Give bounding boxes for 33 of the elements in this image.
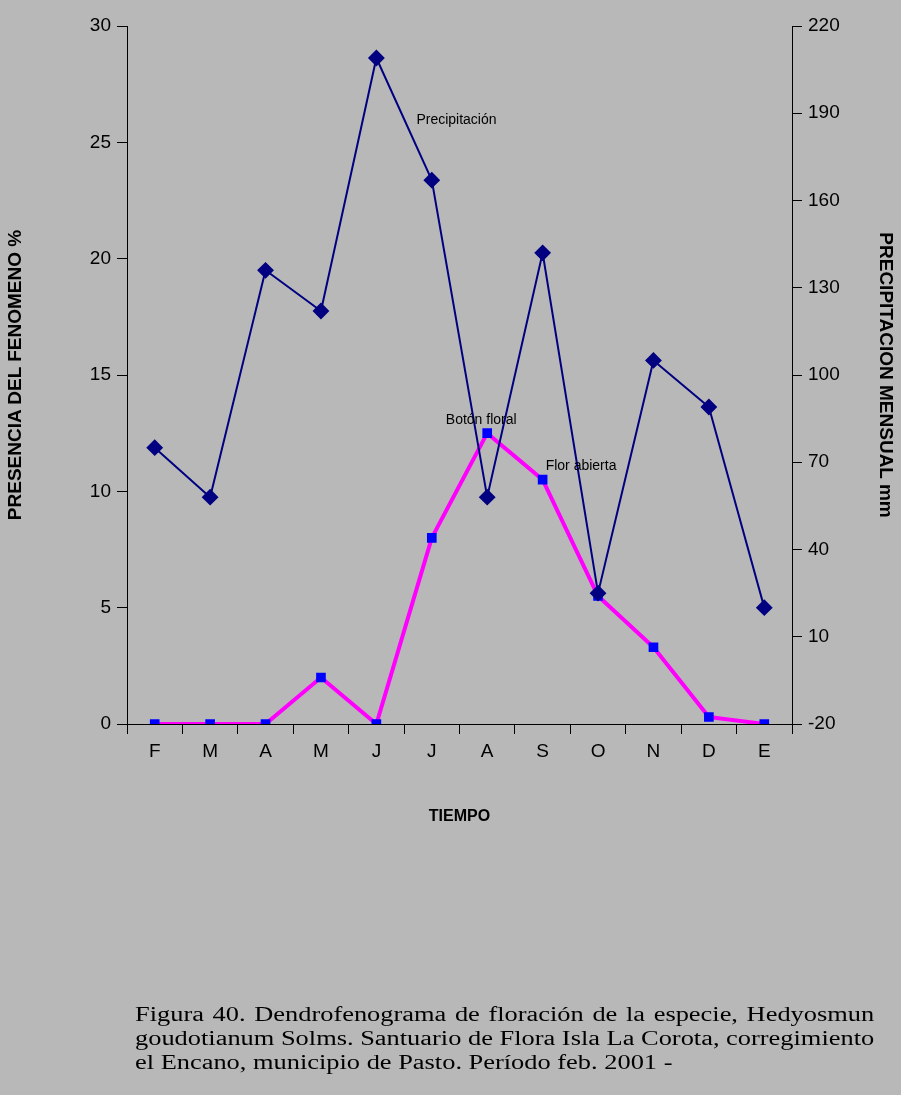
y-tick-label: 0 (100, 712, 111, 734)
y2-tick-label: 70 (808, 450, 830, 472)
y-tick-label: 20 (89, 246, 111, 268)
y-axis-title: PRESENCIA DEL FENOMENO % (3, 229, 25, 521)
y2-tick-label: 160 (808, 188, 840, 210)
x-tick-label: D (702, 739, 716, 761)
y2-axis-title: PRECIPITACION MENSUAL mm (876, 232, 898, 518)
x-tick-label: A (480, 739, 494, 761)
y-tick-label: 25 (89, 130, 111, 152)
series-label: Precipitación (416, 110, 497, 127)
y-tick-label: 15 (89, 363, 111, 385)
x-tick-label: A (259, 739, 273, 761)
y2-tick-label: 100 (808, 363, 840, 385)
x-tick-label: M (202, 739, 219, 761)
x-tick-label: N (646, 739, 661, 761)
x-tick-label: E (757, 739, 771, 761)
x-tick-label: F (148, 739, 161, 761)
y2-tick-label: -20 (808, 712, 836, 734)
x-axis-title: TIEMPO (428, 806, 491, 824)
x-tick-label: J (371, 739, 382, 761)
y2-tick-label: 130 (808, 275, 840, 297)
x-tick-label: J (427, 739, 437, 761)
y2-tick-label: 40 (808, 537, 830, 559)
x-tick-label: M (313, 739, 329, 761)
y2-tick-label: 190 (808, 101, 840, 123)
y-tick-label: 10 (89, 479, 111, 501)
y-tick-label: 5 (100, 595, 111, 617)
x-tick-label: O (590, 739, 606, 761)
y2-tick-label: 220 (808, 14, 840, 36)
y-tick-label: 30 (89, 14, 111, 36)
x-tick-label: S (536, 739, 549, 761)
text: Figura 40. Dendrofenograma de floración de la especie, Hedyosmun goudotianum Solms. Santuario de Flora Isla La Corota, corregimiento el Encano, municipio de Pasto. Período feb. 2001 - (135, 1002, 875, 1074)
y2-tick-label: 10 (808, 624, 830, 646)
